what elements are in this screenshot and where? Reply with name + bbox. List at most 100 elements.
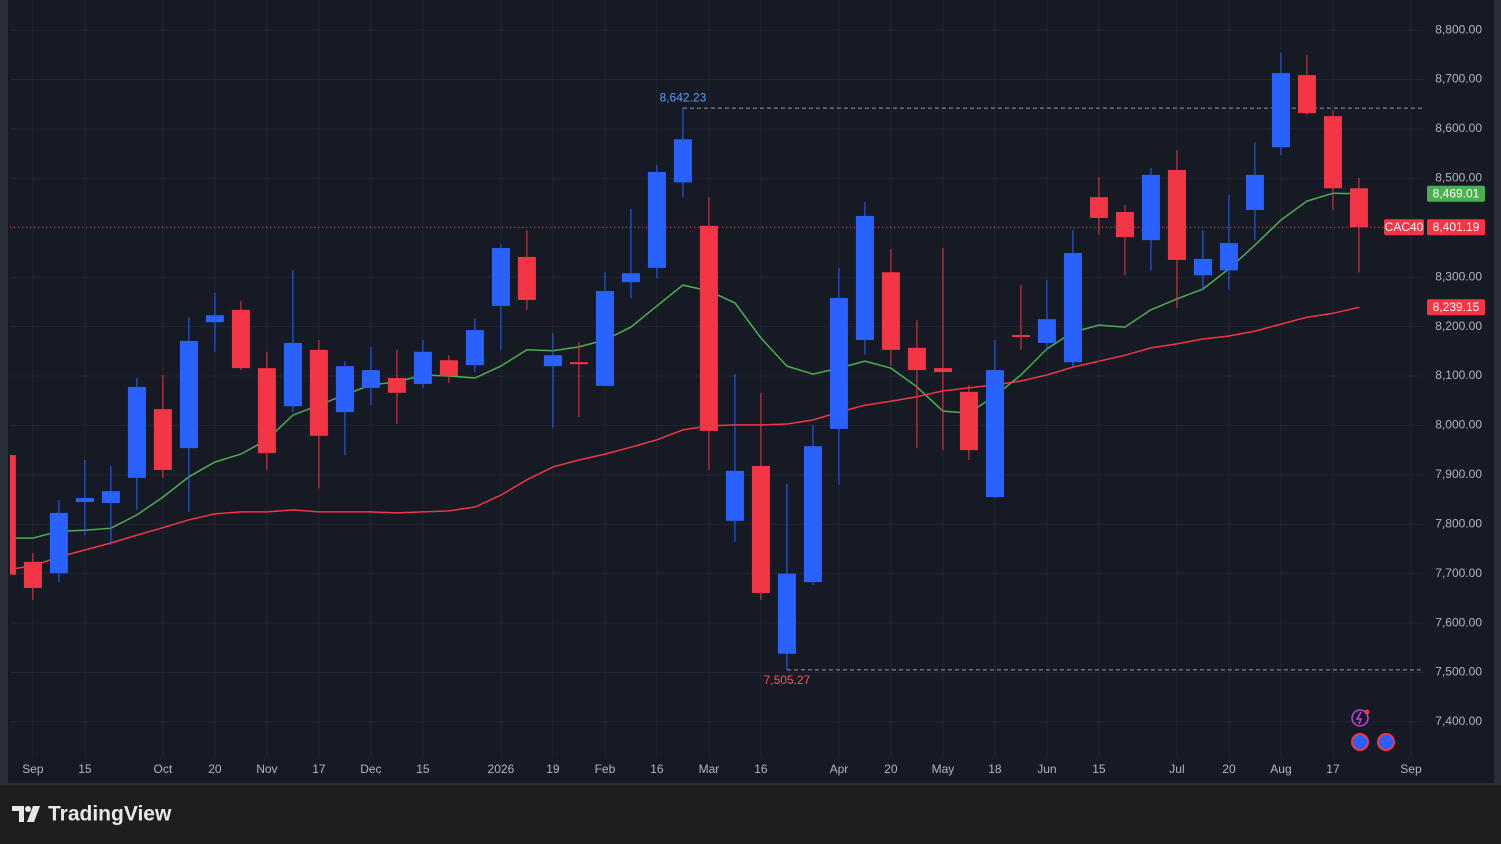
candle-body [283,342,302,407]
candle-body [1271,73,1290,148]
alert-icon[interactable] [1351,709,1369,727]
candle-body [10,455,16,575]
candle-body [829,297,848,429]
candle-body [1323,116,1342,189]
y-tick-label: 7,500.00 [1435,665,1482,679]
extreme-label: 7,505.27 [764,673,811,687]
moving-average-line [10,306,1360,570]
y-tick-label: 8,100.00 [1435,368,1482,382]
candle-body [439,360,458,377]
y-tick-label: 8,600.00 [1435,121,1482,135]
y-tick-label: 7,700.00 [1435,566,1482,580]
x-tick-label: 15 [416,762,430,776]
candle-body [543,355,562,367]
symbol-label-box [1384,219,1424,236]
candle-body [569,362,588,365]
logo-shape [25,806,31,812]
candle-body [75,498,94,503]
x-tick-label: Mar [699,762,720,776]
candle-body [595,291,614,386]
candle-body [1167,169,1186,260]
candle-body [205,315,224,323]
y-tick-label: 7,800.00 [1435,516,1482,530]
price-label: 8,401.19 [1433,220,1480,234]
y-tick-label: 8,000.00 [1435,418,1482,432]
x-tick-label: 2026 [488,762,515,776]
logo-shape [12,806,24,822]
candle-body [49,512,68,574]
x-tick-label: 17 [312,762,326,776]
candle-body [1037,319,1056,343]
symbol-label: CAC40 [1385,220,1424,234]
y-tick-label: 8,800.00 [1435,22,1482,36]
y-tick-label: 7,600.00 [1435,615,1482,629]
axes: 7,400.00 7,500.00 7,600.00 7,700.00 7,800.00… [22,22,1482,776]
candle-body [985,370,1004,498]
event-icon[interactable] [1377,733,1395,751]
candle-body [621,273,640,283]
candle-body [855,215,874,340]
candle-body [101,491,120,504]
indicator-icons[interactable] [1351,709,1395,751]
x-tick-label: Aug [1270,762,1291,776]
candle-body [933,368,952,373]
x-tick-label: 20 [1222,762,1236,776]
candle-body [23,561,42,589]
x-tick-label: Jun [1037,762,1056,776]
candle-body [1297,75,1316,114]
event-icon[interactable] [1351,733,1369,751]
price-label-box [1427,185,1485,202]
candle-body [491,248,510,306]
x-tick-label: 16 [754,762,768,776]
candle-body [803,446,822,583]
candle-body [881,272,900,350]
logo-mark [12,806,40,822]
x-tick-label: Sep [1400,762,1422,776]
x-tick-label: Sep [22,762,44,776]
candle-body [1115,211,1134,238]
candle-body [1219,243,1238,271]
candle-body [1011,335,1030,337]
candle-body [127,386,146,478]
candle-body [959,391,978,451]
logo-shape [27,806,40,822]
x-tick-label: 17 [1326,762,1340,776]
candle-body [647,171,666,268]
x-tick-label: 16 [650,762,664,776]
candle-body [517,256,536,300]
x-tick-label: Nov [256,762,277,776]
candle-body [673,139,692,183]
candle-body [699,225,718,431]
x-tick-label: 20 [884,762,898,776]
candle-body [1349,188,1368,228]
price-label: 8,469.01 [1433,186,1480,200]
candle-body [1245,174,1264,211]
candle-body [751,465,770,593]
candle-body [361,370,380,388]
candle-body [387,378,406,393]
candle-body [1193,258,1212,276]
candle-body [1063,252,1082,363]
candle-body [179,340,198,449]
x-tick-label: Apr [830,762,849,776]
x-tick-label: 20 [208,762,222,776]
y-tick-label: 8,300.00 [1435,269,1482,283]
candle-body [1141,174,1160,241]
y-tick-label: 8,700.00 [1435,72,1482,86]
candle-body [725,470,744,521]
candle-body [257,368,276,454]
candle-body [413,351,432,384]
chart-background [8,0,1494,783]
price-label-box [1427,299,1485,316]
moving-average-line [10,192,1360,539]
extreme-label: 8,642.23 [660,90,707,104]
candle-body [309,349,328,436]
x-tick-label: 18 [988,762,1002,776]
plot-area [10,52,1425,671]
logo-text: TradingView [48,803,172,826]
y-tick-label: 7,400.00 [1435,714,1482,728]
candle-body [777,573,796,654]
candle-body [1089,197,1108,218]
